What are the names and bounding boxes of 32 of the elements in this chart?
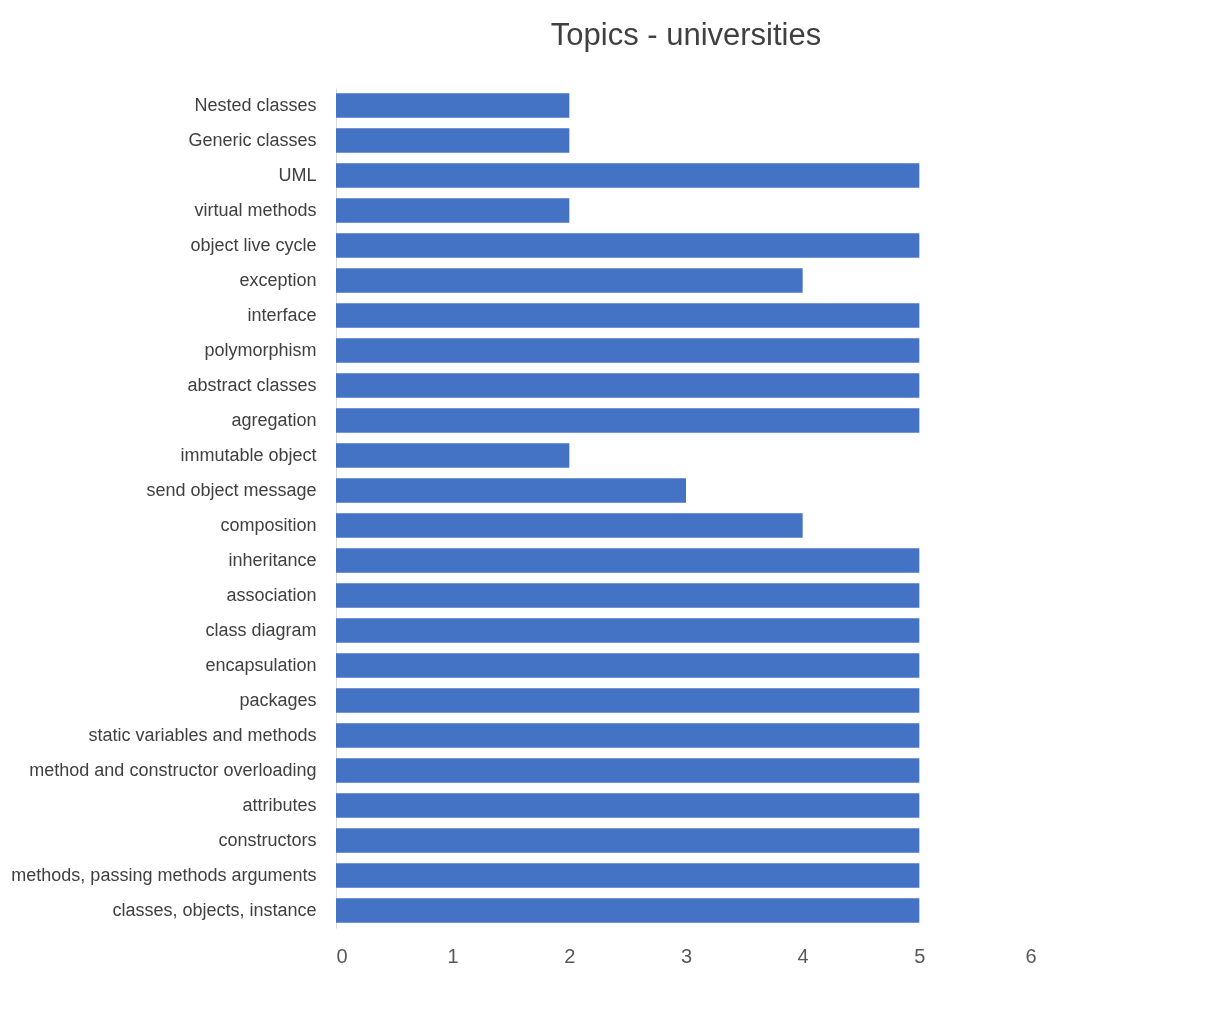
y-tick-label: interface [247, 304, 317, 325]
y-tick-label: Generic classes [188, 129, 317, 150]
y-tick-label: abstract classes [187, 374, 317, 395]
x-tick-label: 6 [1025, 944, 1037, 967]
x-tick-label: 0 [336, 944, 348, 967]
x-tick-label: 1 [447, 944, 459, 967]
x-tick-label: 2 [564, 944, 576, 967]
x-tick-label: 4 [797, 944, 809, 967]
y-tick-label: virtual methods [194, 199, 317, 220]
y-tick-label: immutable object [180, 444, 317, 465]
chart-title: Topics - universities [550, 17, 822, 52]
y-tick-label: inheritance [228, 549, 317, 570]
y-tick-label: Nested classes [194, 94, 317, 115]
y-tick-label: methods, passing methods arguments [11, 864, 317, 885]
y-tick-label: send object message [146, 479, 317, 500]
y-tick-label: packages [239, 689, 317, 710]
y-tick-label: exception [239, 269, 317, 290]
y-tick-label: classes, objects, instance [112, 899, 317, 920]
x-tick-label: 3 [680, 944, 693, 967]
y-tick-label: encapsulation [205, 654, 317, 675]
y-tick-label: agregation [231, 409, 317, 430]
y-tick-label: method and constructor overloading [29, 759, 317, 780]
x-tick-label: 5 [914, 944, 926, 967]
y-tick-label: object live cycle [190, 234, 317, 255]
y-tick-label: static variables and methods [88, 724, 317, 745]
y-tick-label: polymorphism [204, 339, 317, 360]
y-tick-label: constructors [218, 829, 317, 850]
y-tick-label: association [226, 584, 317, 605]
y-tick-label: attributes [242, 794, 317, 815]
y-tick-label: composition [220, 514, 317, 535]
y-tick-label: UML [278, 164, 317, 185]
y-tick-label: class diagram [205, 619, 317, 640]
